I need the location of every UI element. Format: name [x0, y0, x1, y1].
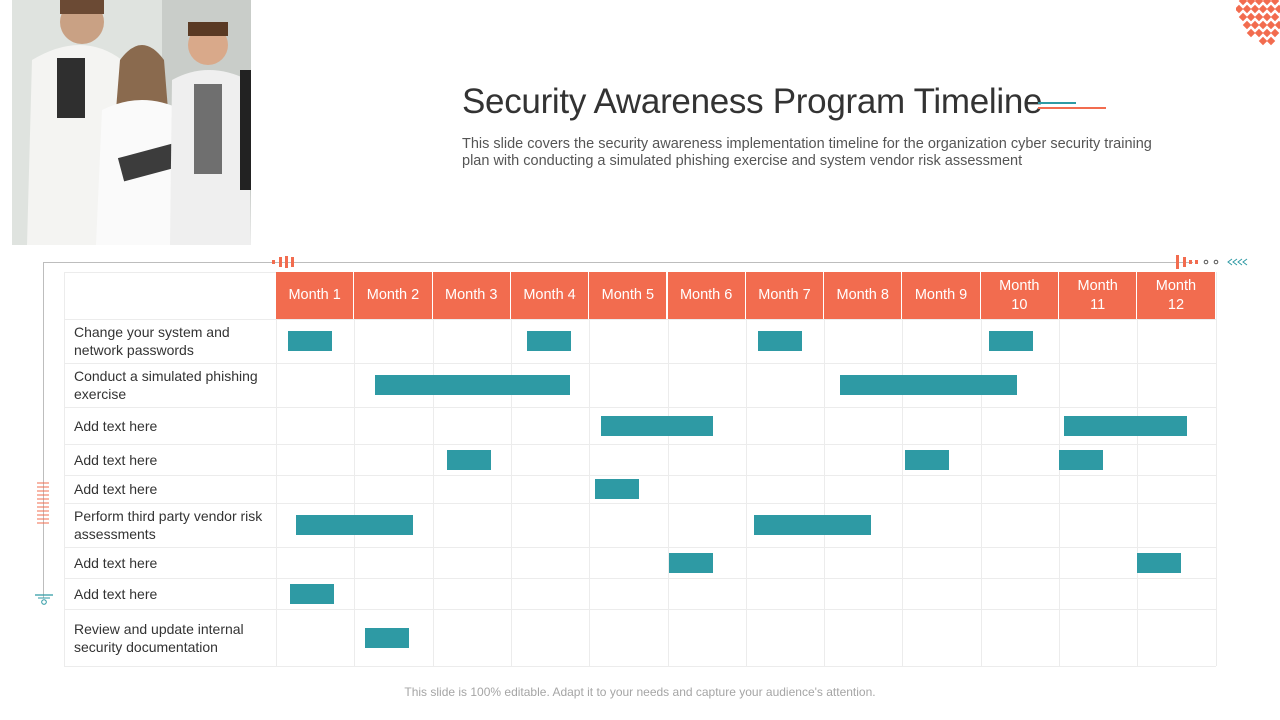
month-header: Month 8: [824, 272, 903, 319]
month-header: Month 11: [1059, 272, 1138, 319]
grid-vline: [667, 272, 669, 666]
grid-hline: [64, 444, 1216, 445]
task-bar: [757, 331, 803, 351]
frame-ground-symbol: [33, 590, 55, 606]
task-bar: [296, 515, 413, 535]
grid-hline: [64, 547, 1216, 548]
month-header: Month 1: [276, 272, 355, 319]
task-label: Review and update internal security docu…: [74, 620, 244, 655]
grid-vline: [824, 272, 826, 666]
grid-vline: [589, 272, 591, 666]
grid-hline: [64, 578, 1216, 579]
task-label: Add text here: [74, 417, 158, 434]
grid-hline: [64, 666, 1216, 667]
task-bar: [446, 449, 491, 470]
frame-top-line: [43, 262, 1193, 263]
frame-tick-left: [272, 254, 296, 270]
task-label: Add text here: [74, 451, 158, 468]
month-header: Month 7: [745, 272, 825, 319]
task-bar: [1063, 415, 1187, 436]
task-label: Change your system and network passwords: [74, 324, 230, 358]
task-bar: [290, 583, 334, 604]
grid-vline: [354, 272, 356, 666]
task-bar: [1137, 552, 1182, 573]
page-subtitle: This slide covers the security awareness…: [462, 136, 1152, 169]
grid-vline: [902, 272, 904, 666]
grid-hline: [64, 272, 276, 273]
grid-vline: [980, 272, 982, 666]
frame-side-ticks: [36, 482, 50, 528]
grid-vline: [1215, 272, 1217, 666]
month-header: Month 6: [667, 272, 746, 319]
task-bar: [365, 627, 410, 648]
grid-vline: [432, 272, 434, 666]
month-header: Month 9: [902, 272, 981, 319]
month-header: Month 2: [354, 272, 433, 319]
month-header: Month 4: [510, 272, 590, 319]
month-header: Month 5: [589, 272, 668, 319]
task-label: Add text here: [74, 481, 158, 497]
task-bar: [1059, 449, 1103, 470]
task-label: Perform third party vendor risk assessme…: [74, 508, 263, 542]
month-header: Month 12: [1137, 272, 1216, 319]
title-decoration: [1038, 99, 1106, 111]
task-label: Add text here: [74, 585, 158, 602]
task-bar: [904, 449, 949, 470]
page-title: Security Awareness Program Timeline: [462, 82, 1043, 121]
grid-hline: [64, 363, 1216, 364]
task-bar: [839, 375, 1018, 395]
timeline-grid: Month 1 Month 2 Month 3 Month 4 Month 5 Month…: [64, 272, 1217, 667]
month-header: Month 10: [980, 272, 1059, 319]
grid-hline: [64, 609, 1216, 610]
grid-vline: [510, 272, 512, 666]
task-bar: [600, 415, 713, 436]
task-bar: [594, 479, 639, 499]
grid-vline: [1137, 272, 1139, 666]
task-bar: [988, 331, 1034, 351]
frame-tick-right: [1176, 254, 1248, 270]
grid-hline: [64, 407, 1216, 408]
grid-hline: [64, 503, 1216, 504]
corner-dot-pattern: [1236, 0, 1280, 46]
task-label: Add text here: [74, 554, 158, 571]
frame-left-line: [43, 262, 44, 598]
grid-vline: [745, 272, 747, 666]
task-bar: [669, 552, 713, 573]
grid-vline: [64, 272, 65, 666]
grid-hline: [64, 319, 1216, 320]
task-label: Conduct a simulated phishing exercise: [74, 368, 258, 402]
month-header: Month 3: [432, 272, 511, 319]
task-bar: [754, 515, 872, 535]
footer-note: This slide is 100% editable. Adapt it to…: [404, 685, 876, 699]
people-photo: [12, 0, 251, 245]
grid-hline: [64, 475, 1216, 476]
grid-vline: [276, 272, 277, 666]
task-bar: [287, 331, 333, 351]
task-bar: [374, 375, 570, 395]
task-bar: [526, 331, 572, 351]
